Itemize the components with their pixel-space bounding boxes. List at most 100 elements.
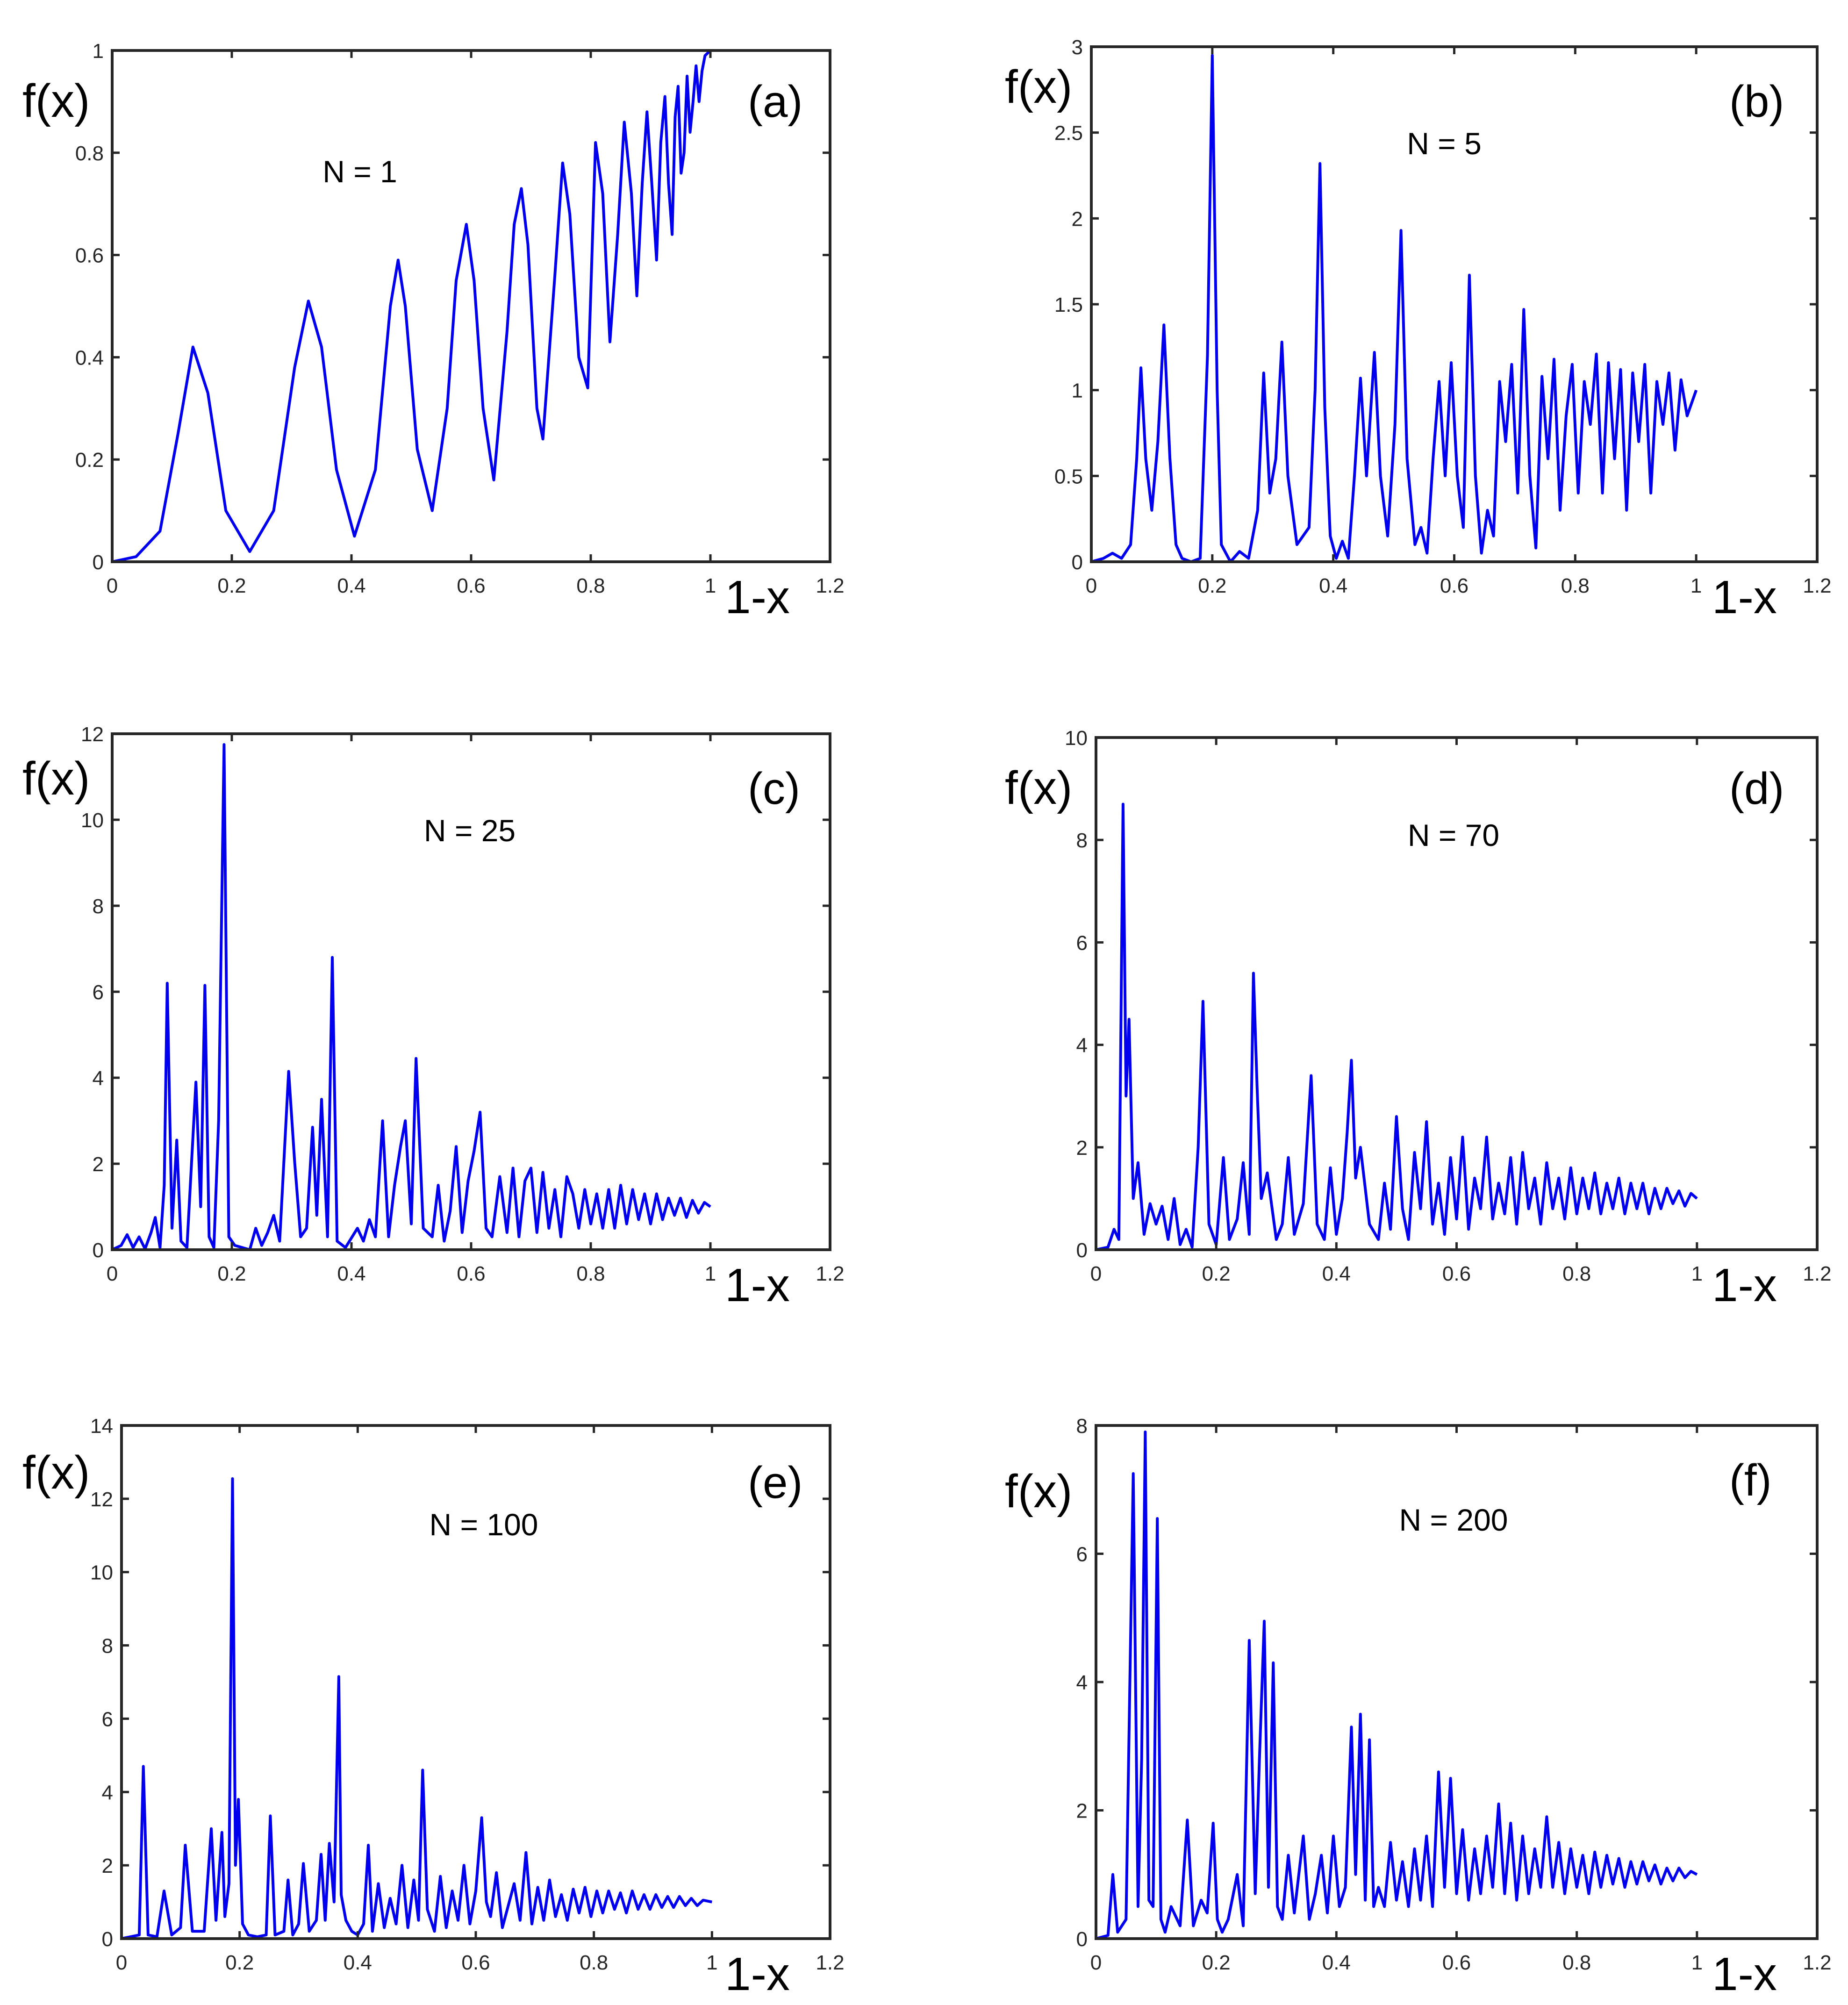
y-tick-label: 0: [102, 1928, 113, 1951]
y-tick-label: 6: [1076, 931, 1088, 954]
y-axis-label: f(x): [22, 75, 90, 127]
y-axis-label: f(x): [22, 752, 90, 805]
panel-a: 0 0.2 0.4 0.6 0.8 1 1.200.20.40.60.81f(x)1-x(a…: [22, 40, 845, 623]
y-tick-label: 6: [102, 1708, 113, 1731]
y-tick-label: 4: [102, 1781, 113, 1804]
x-tick-label: 1.2: [1803, 574, 1831, 597]
n-annotation: N = 200: [1399, 1503, 1508, 1537]
x-tick-label: 0.6: [1442, 1951, 1471, 1974]
panel-label: (b): [1729, 77, 1784, 127]
panel-f: 0 0.2 0.4 0.6 0.8 1 1.2 0 2 4 6 8 f(x) 1-x (f) N = 200: [1005, 1415, 1832, 2000]
x-tick-label: 0.4: [1319, 574, 1347, 597]
x-tick-label: 0.6: [457, 574, 485, 597]
x-tick-label: 1: [1691, 1262, 1703, 1285]
series-line: [111, 743, 711, 1251]
x-tick-label: 0.6: [1442, 1262, 1471, 1285]
panel-label: (e): [748, 1458, 802, 1508]
panel-label: (f): [1729, 1455, 1772, 1505]
x-tick-label: 1.2: [816, 1951, 844, 1974]
x-tick-label: 0.4: [1322, 1262, 1351, 1285]
panel-label: (c): [748, 764, 800, 814]
y-axis-label: f(x): [1005, 1465, 1072, 1518]
x-tick-label: 1: [705, 1262, 716, 1285]
y-tick-label: 0: [93, 551, 104, 574]
x-tick-label: 1: [1691, 1951, 1703, 1974]
panel-e: 0 0.2 0.4 0.6 0.8 1 1.2 0 2 4 6 8 10 12 14f(x) 1-x (e) N …: [22, 1415, 845, 2000]
y-tick-label: 3: [1072, 36, 1083, 59]
y-tick-label: 6: [1076, 1543, 1088, 1566]
x-tick-label: 0: [1090, 1951, 1102, 1974]
x-tick-label: 1.2: [816, 574, 844, 597]
y-tick-label: 0.8: [75, 142, 104, 165]
x-axis-label: 1-x: [1712, 571, 1777, 623]
x-tick-label: 0.8: [576, 574, 605, 597]
n-annotation: N = 25: [424, 813, 516, 848]
x-tick-label: 1.2: [816, 1262, 844, 1285]
y-tick-label: 14: [90, 1415, 113, 1438]
series-line: [1091, 54, 1698, 563]
y-tick-label: 8: [102, 1635, 113, 1658]
x-tick-label: 1: [1690, 574, 1702, 597]
x-tick-label: 0: [116, 1951, 127, 1974]
y-tick-label: 2: [1076, 1137, 1088, 1160]
y-tick-label: 0: [1072, 551, 1083, 574]
x-tick-label: 1: [706, 1951, 717, 1974]
x-axis-label: 1-x: [725, 1948, 790, 2000]
x-tick-label: 0.2: [225, 1951, 254, 1974]
x-tick-label: 0.8: [1562, 1951, 1591, 1974]
x-tick-label: 0.8: [580, 1951, 608, 1974]
x-tick-label: 0.4: [337, 574, 365, 597]
y-tick-label: 8: [93, 895, 104, 918]
y-tick-label: 0.4: [75, 346, 104, 369]
y-axis-label: f(x): [22, 1446, 90, 1499]
y-tick-label: 2: [1072, 208, 1083, 230]
y-tick-label: 2: [102, 1855, 113, 1877]
y-tick-label: 0.5: [1054, 465, 1083, 488]
x-tick-label: 0: [107, 574, 118, 597]
y-tick-label: 0: [1076, 1239, 1088, 1262]
y-tick-label: 4: [1076, 1034, 1088, 1057]
x-tick-label: 0.2: [1202, 1951, 1231, 1974]
x-tick-label: 0.6: [457, 1262, 485, 1285]
y-tick-label: 10: [1065, 727, 1088, 750]
y-tick-label: 1: [1072, 380, 1083, 402]
y-tick-label: 0: [1076, 1928, 1088, 1951]
panel-b: 0 0.2 0.4 0.6 0.8 1 1.2 0 0.5 1 1.5 2 2.5 3f(x) 1-x (b)…: [1005, 36, 1832, 623]
y-tick-label: 1: [93, 40, 104, 63]
n-annotation: N = 70: [1408, 818, 1499, 852]
y-tick-label: 12: [81, 723, 104, 746]
x-tick-label: 0.4: [1322, 1951, 1351, 1974]
x-tick-label: 0.8: [1561, 574, 1590, 597]
y-axis-label: f(x): [1005, 61, 1072, 113]
panel-c: 0 0.2 0.4 0.6 0.8 1 1.2 0 2 4 6 8 10 12 f(x) 1-x (c) N = …: [22, 723, 845, 1311]
x-tick-label: 0.2: [217, 574, 246, 597]
x-axis-label: 1-x: [1712, 1259, 1777, 1311]
y-tick-label: 0.2: [75, 449, 104, 472]
y-tick-label: 2: [93, 1153, 104, 1176]
y-tick-label: 12: [90, 1488, 113, 1511]
x-tick-label: 1: [705, 574, 716, 597]
y-tick-label: 2.5: [1054, 122, 1083, 145]
x-tick-label: 0.8: [576, 1262, 605, 1285]
x-tick-label: 0.8: [1562, 1262, 1591, 1285]
y-axis-label: f(x): [1005, 762, 1072, 814]
n-annotation: N = 100: [430, 1507, 538, 1542]
x-tick-label: 1.2: [1803, 1951, 1831, 1974]
y-tick-label: 4: [93, 1067, 104, 1090]
x-axis-label: 1-x: [725, 571, 790, 623]
series-line: [112, 49, 712, 563]
series-line: [121, 1477, 712, 1940]
panel-label: (a): [748, 77, 802, 127]
y-tick-label: 4: [1076, 1671, 1088, 1694]
x-tick-label: 0: [107, 1262, 118, 1285]
x-tick-label: 0.2: [217, 1262, 246, 1285]
y-tick-label: 8: [1076, 829, 1088, 852]
y-tick-label: 1.5: [1054, 294, 1083, 316]
series-line: [1096, 1430, 1698, 1940]
x-tick-label: 0.4: [344, 1951, 372, 1974]
x-tick-label: 0.2: [1202, 1262, 1231, 1285]
x-axis-label: 1-x: [1712, 1948, 1777, 2000]
n-annotation: N = 1: [322, 154, 397, 189]
x-tick-label: 0.4: [337, 1262, 365, 1285]
n-annotation: N = 5: [1407, 126, 1482, 161]
